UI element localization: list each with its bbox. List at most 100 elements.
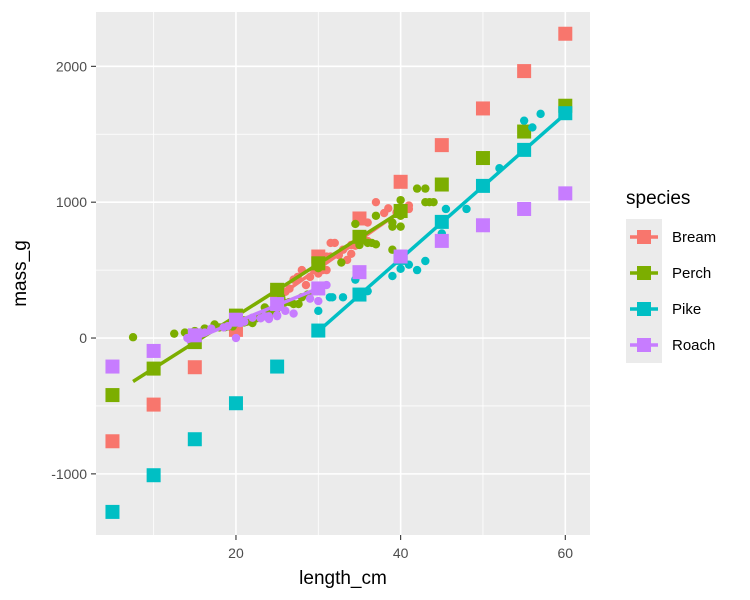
point-observed: [429, 197, 438, 207]
legend-label: Bream: [672, 229, 716, 246]
grid-major: [96, 12, 590, 535]
point-observed: [396, 222, 405, 231]
point-predicted: [393, 249, 408, 264]
legend-key-square: [637, 302, 651, 316]
point-observed: [388, 271, 397, 281]
legend-entry-perch: Perch: [626, 255, 711, 291]
point-observed: [536, 109, 545, 119]
point-predicted: [270, 297, 285, 312]
point-observed: [314, 296, 323, 306]
point-observed: [347, 249, 356, 259]
point-observed: [301, 280, 311, 290]
point-predicted: [352, 265, 367, 280]
point-observed: [388, 218, 397, 227]
point-observed: [528, 123, 537, 132]
point-observed: [421, 184, 430, 193]
point-observed: [421, 256, 430, 266]
point-predicted: [311, 323, 326, 338]
point-predicted: [475, 178, 490, 193]
point-observed: [412, 265, 422, 275]
legend-label: Perch: [672, 265, 711, 282]
point-predicted: [517, 124, 532, 139]
point-predicted: [517, 142, 532, 157]
point-predicted: [146, 468, 161, 483]
point-observed: [314, 306, 323, 316]
point-predicted: [558, 106, 573, 121]
y-tick-label: -1000: [51, 466, 87, 482]
plot-marks: [105, 26, 573, 519]
point-observed: [305, 294, 315, 303]
point-observed: [264, 312, 274, 321]
legend-title: species: [626, 188, 690, 209]
point-predicted: [105, 434, 120, 449]
point-predicted: [187, 360, 202, 375]
point-predicted: [311, 256, 326, 271]
point-observed: [441, 204, 451, 214]
point-predicted: [517, 201, 532, 216]
legend-key-square: [637, 338, 651, 352]
grid-minor: [96, 12, 590, 535]
legend: species Bream Perch Pike Roach: [626, 188, 716, 363]
point-predicted: [105, 388, 120, 403]
point-predicted: [228, 396, 243, 411]
y-tick-label: 1000: [56, 194, 87, 210]
point-predicted: [228, 312, 243, 327]
point-predicted: [393, 204, 408, 219]
point-predicted: [146, 361, 161, 376]
point-predicted: [393, 174, 408, 189]
point-predicted: [146, 397, 161, 412]
point-observed: [338, 293, 348, 302]
y-axis-title: mass_g: [10, 240, 31, 307]
legend-key-square: [637, 230, 651, 244]
axis-tick-labels: 20 40 60 -1000 0 1000 2000: [51, 58, 573, 561]
point-predicted: [434, 214, 449, 229]
point-observed: [412, 184, 422, 193]
axis-ticks: [91, 65, 566, 540]
x-tick-label: 20: [228, 545, 244, 561]
point-observed: [371, 197, 381, 207]
point-observed: [328, 293, 337, 302]
point-predicted: [270, 359, 285, 374]
x-tick-label: 60: [558, 545, 574, 561]
point-observed: [371, 211, 381, 220]
legend-entry-roach: Roach: [626, 327, 715, 363]
point-observed: [272, 311, 282, 321]
point-predicted: [475, 151, 490, 166]
point-predicted: [475, 218, 490, 233]
x-tick-label: 40: [393, 545, 409, 561]
point-observed: [231, 333, 241, 343]
legend-label: Pike: [672, 301, 701, 318]
legend-key-square: [637, 266, 651, 280]
point-predicted: [558, 186, 573, 201]
point-observed: [337, 258, 346, 267]
point-observed: [294, 299, 303, 309]
point-predicted: [434, 233, 449, 248]
legend-label: Roach: [672, 337, 715, 354]
point-observed: [289, 309, 298, 318]
point-observed: [396, 195, 405, 205]
point-observed: [396, 264, 405, 273]
x-axis-title: length_cm: [299, 568, 387, 589]
point-predicted: [270, 282, 285, 297]
point-predicted: [311, 281, 326, 296]
y-tick-label: 0: [79, 330, 87, 346]
point-observed: [170, 329, 179, 338]
point-observed: [519, 116, 529, 125]
point-observed: [462, 204, 471, 214]
point-predicted: [105, 359, 120, 374]
point-observed: [330, 238, 339, 248]
point-observed: [371, 240, 381, 249]
series-roach: [105, 186, 573, 374]
point-predicted: [105, 504, 120, 519]
point-predicted: [434, 138, 449, 153]
fit-line: [185, 283, 328, 344]
point-predicted: [146, 343, 161, 358]
point-observed: [128, 333, 138, 342]
point-predicted: [517, 64, 532, 79]
y-tick-label: 2000: [56, 58, 87, 74]
point-predicted: [558, 26, 573, 41]
legend-entry-bream: Bream: [626, 219, 716, 255]
point-predicted: [475, 101, 490, 116]
point-observed: [384, 204, 393, 213]
